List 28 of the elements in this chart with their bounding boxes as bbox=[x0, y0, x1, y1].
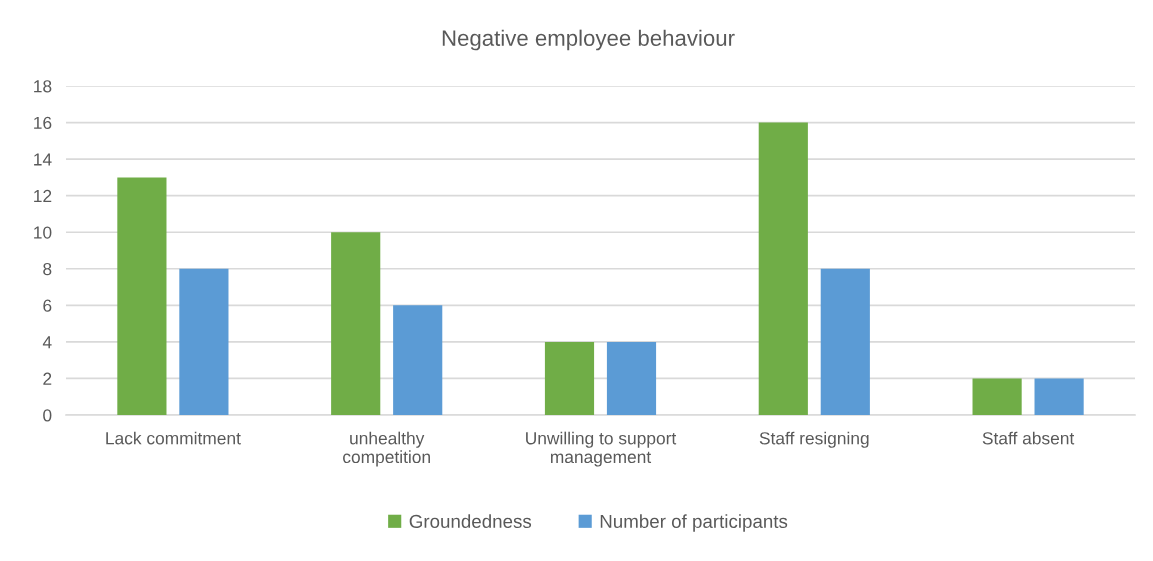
y-tick-label: 4 bbox=[42, 336, 52, 349]
bar bbox=[393, 305, 443, 415]
y-tick-label: 16 bbox=[34, 116, 52, 130]
bar bbox=[606, 341, 657, 415]
y-tick-label: 12 bbox=[34, 189, 52, 202]
bar bbox=[972, 378, 1022, 415]
y-tick-label: 0 bbox=[43, 409, 52, 422]
bar bbox=[544, 341, 595, 415]
bar bbox=[758, 122, 808, 415]
bar bbox=[331, 232, 381, 415]
x-tick-label: unhealthy competition bbox=[343, 431, 430, 467]
y-tick-label: 18 bbox=[34, 80, 52, 93]
chart-title: Negative employee behaviour bbox=[442, 29, 735, 51]
y-tick-label: 14 bbox=[34, 153, 52, 166]
y-tick-label: 10 bbox=[34, 226, 52, 239]
bar bbox=[1034, 378, 1084, 415]
x-tick-label: Staff resigning bbox=[759, 431, 869, 448]
y-tick-label: 8 bbox=[43, 262, 52, 276]
x-tick-label: Unwilling to support management bbox=[526, 431, 677, 467]
bar bbox=[820, 268, 870, 415]
x-tick-label: Staff absent bbox=[982, 431, 1075, 445]
bar bbox=[117, 177, 167, 415]
legend-label: Groundedness bbox=[409, 514, 532, 529]
legend-label: Number of participants bbox=[600, 514, 788, 532]
y-tick-label: 6 bbox=[43, 299, 52, 312]
y-tick-label: 2 bbox=[43, 372, 52, 385]
x-tick-label: Lack commitment bbox=[106, 431, 241, 445]
bar bbox=[179, 268, 229, 415]
